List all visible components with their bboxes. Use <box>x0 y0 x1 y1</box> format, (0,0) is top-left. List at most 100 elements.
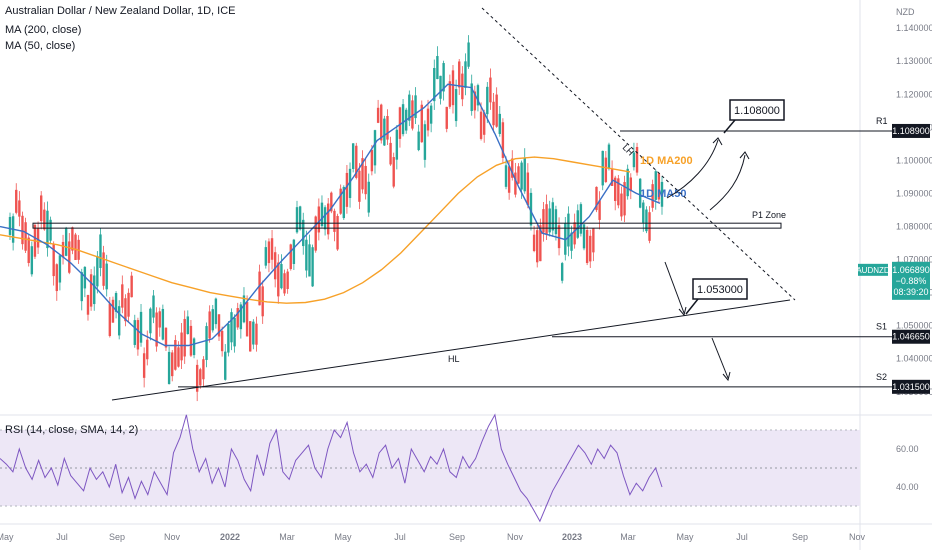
candle-body <box>436 56 439 80</box>
y-tick-label: 1.140000 <box>896 23 932 33</box>
candle-body <box>467 42 470 67</box>
x-tick-label: Sep <box>449 532 465 542</box>
candle-body <box>554 209 558 235</box>
level-badge-s1 <box>892 329 930 344</box>
candle-body <box>433 67 436 102</box>
callout-pointer-low <box>685 298 699 315</box>
candle-body <box>24 222 27 251</box>
candle-body <box>245 301 249 337</box>
callout-text-target-low: 1.053000 <box>697 284 743 296</box>
candle-body <box>429 105 433 124</box>
candle-body <box>93 275 96 305</box>
candle-body <box>68 241 71 273</box>
candle-body <box>174 340 177 370</box>
candle-body <box>517 166 520 184</box>
candle-body <box>327 203 330 235</box>
candle-body <box>489 77 492 103</box>
candle-body <box>470 83 473 112</box>
candle-body <box>411 100 414 129</box>
candle-body <box>108 303 112 336</box>
candle-body <box>551 202 555 231</box>
candle-body <box>582 224 586 249</box>
candle-body <box>333 210 336 232</box>
x-tick-label: Sep <box>109 532 125 542</box>
candle-body <box>614 177 617 202</box>
candle-body <box>330 192 333 212</box>
candle-body <box>529 192 533 226</box>
candle-body <box>589 235 592 262</box>
x-tick-label: Jul <box>56 532 68 542</box>
candle-body <box>86 294 90 315</box>
candle-body <box>320 202 324 227</box>
price-badge-change: −0.88% <box>896 276 927 286</box>
x-tick-label: 2022 <box>220 532 240 542</box>
candle-body <box>192 338 196 356</box>
candle-body <box>392 157 395 187</box>
candle-body <box>545 204 548 234</box>
candle-body <box>208 311 211 339</box>
candle-body <box>420 104 423 143</box>
candle-body <box>570 232 573 251</box>
ticker-badge-text: AUDNZD <box>856 266 890 275</box>
hl-label: HL <box>448 354 460 364</box>
p1-zone-box <box>32 222 782 229</box>
candle-body <box>273 252 277 280</box>
candle-body <box>520 162 523 190</box>
candle-body <box>21 215 24 245</box>
candle-body <box>152 295 155 318</box>
axis-currency: NZD <box>896 7 915 17</box>
candle-body <box>635 146 639 173</box>
candle-body <box>139 311 143 343</box>
x-tick-label: Nov <box>849 532 866 542</box>
candle-body <box>648 212 651 241</box>
candle-body <box>323 207 327 230</box>
candle-body <box>542 209 545 233</box>
candle-body <box>314 216 317 251</box>
candle-body <box>283 273 286 294</box>
y-tick-label: 1.070000 <box>896 255 932 265</box>
rsi-line <box>0 413 663 523</box>
callout-box-target-low <box>692 278 748 300</box>
x-tick-label: Mar <box>620 532 636 542</box>
candle-body <box>651 184 654 208</box>
candle-body <box>373 130 377 166</box>
candle-body <box>252 321 255 345</box>
candle-body <box>592 228 595 253</box>
candle-body <box>451 70 455 106</box>
candle-body <box>376 107 380 123</box>
price-badge-countdown: 08:39:20 <box>893 287 928 297</box>
candle-body <box>601 150 604 186</box>
candle-body <box>507 166 511 193</box>
candle-body <box>61 241 65 258</box>
candle-body <box>495 94 498 127</box>
candle-body <box>89 274 93 307</box>
candle-body <box>96 255 99 287</box>
y-tick-label: 1.130000 <box>896 56 932 66</box>
projection-arrow-up-2 <box>709 154 746 211</box>
candle-body <box>532 234 536 251</box>
candle-body <box>52 244 55 277</box>
candle-body <box>442 63 445 92</box>
candle-body <box>311 247 314 287</box>
candle-body <box>557 225 561 249</box>
candle-body <box>632 152 636 168</box>
arrow-head <box>722 371 731 382</box>
candle-body <box>39 195 43 222</box>
candle-body <box>199 369 202 386</box>
candle-body <box>458 61 461 88</box>
candle-body <box>183 318 186 357</box>
candle-body <box>292 239 296 265</box>
candle-body <box>127 292 130 317</box>
x-tick-label: May <box>334 532 352 542</box>
candle-body <box>258 271 261 306</box>
candle-body <box>8 216 12 235</box>
candle-body <box>623 182 626 216</box>
candle-body <box>133 320 136 345</box>
arrow-head <box>678 306 687 317</box>
candle-body <box>351 143 355 169</box>
candle-body <box>539 225 542 262</box>
candle-body <box>408 94 411 121</box>
candle-body <box>348 168 352 199</box>
candle-body <box>339 188 342 214</box>
